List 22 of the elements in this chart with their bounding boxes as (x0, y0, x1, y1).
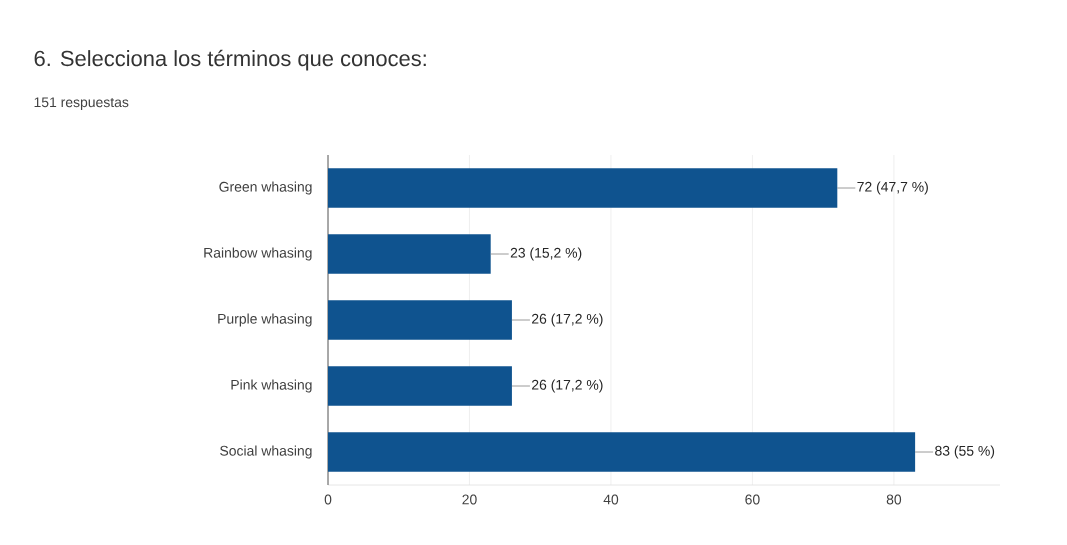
chart-title: 6. Selecciona los términos que conoces: (34, 49, 426, 71)
data-label: 83 (55 %) (935, 445, 995, 459)
data-label: 72 (47,7 %) (857, 181, 928, 195)
bar (328, 234, 491, 274)
bar (328, 168, 838, 208)
bar (328, 366, 512, 406)
data-label: 23 (15,2 %) (510, 247, 582, 261)
x-tick-label: 40 (603, 494, 619, 505)
y-tick-label: Purple whasing (218, 313, 312, 327)
y-tick-label: Pink whasing (231, 379, 312, 393)
y-tick-label: Rainbow whasing (204, 247, 312, 261)
x-tick-label: 60 (745, 494, 760, 505)
y-tick-label: Social whasing (220, 445, 312, 459)
x-tick-label: 20 (462, 494, 477, 505)
data-label: 26 (17,2 %) (532, 313, 603, 327)
bar (328, 300, 512, 340)
bar (328, 432, 916, 472)
y-tick-label: Green whasing (219, 181, 312, 195)
data-label: 26 (17,2 %) (532, 379, 603, 393)
x-tick-label: 80 (886, 494, 902, 505)
x-tick-label: 0 (324, 494, 332, 505)
text: 151 respuestas (34, 97, 129, 110)
